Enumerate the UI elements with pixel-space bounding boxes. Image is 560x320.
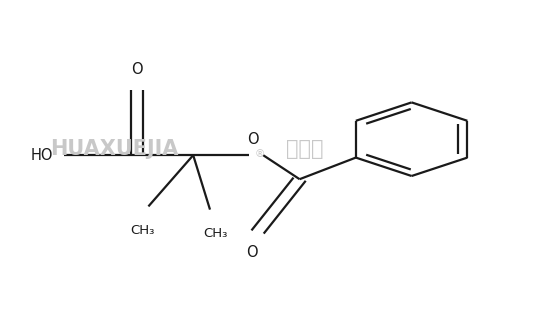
Text: HUAXUEJIA: HUAXUEJIA (50, 139, 179, 159)
Text: HO: HO (31, 148, 53, 163)
Text: O: O (132, 62, 143, 77)
Text: CH₃: CH₃ (203, 227, 228, 240)
Text: ®: ® (255, 149, 265, 159)
Text: 化学加: 化学加 (286, 139, 323, 159)
Text: O: O (248, 132, 259, 147)
Text: O: O (246, 245, 258, 260)
Text: CH₃: CH₃ (130, 224, 155, 237)
